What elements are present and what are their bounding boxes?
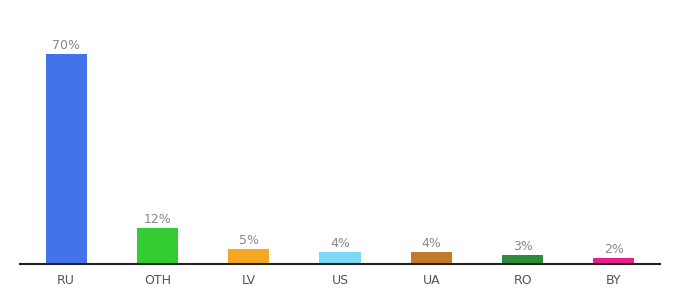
Text: 3%: 3% (513, 240, 532, 253)
Bar (411, 252, 452, 264)
Bar (502, 255, 543, 264)
Bar (594, 258, 634, 264)
Text: 2%: 2% (604, 243, 624, 256)
Text: 5%: 5% (239, 234, 258, 247)
Bar (228, 249, 269, 264)
Bar (137, 228, 178, 264)
Bar (46, 54, 86, 264)
Text: 4%: 4% (330, 237, 350, 250)
Text: 70%: 70% (52, 39, 80, 52)
Bar (320, 252, 360, 264)
Text: 12%: 12% (143, 213, 171, 226)
Text: 4%: 4% (422, 237, 441, 250)
